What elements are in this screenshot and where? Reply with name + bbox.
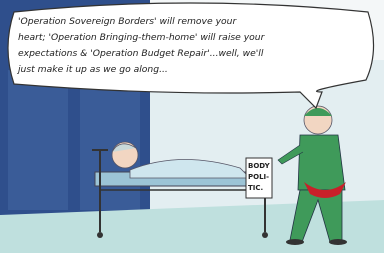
cartoon: BODY POLI- TIC. 'Operation Sovereign Bor… — [0, 0, 384, 253]
speech-line: 'Operation Sovereign Borders' will remov… — [18, 16, 237, 27]
speech-line: just make it up as we go along... — [16, 64, 168, 75]
sign-text: BODY — [248, 162, 271, 170]
door-panel — [8, 70, 68, 210]
speech-line: heart; 'Operation Bringing-them-home' wi… — [18, 32, 266, 43]
sign: BODY POLI- TIC. — [246, 158, 272, 198]
speech-line: expectations & 'Operation Budget Repair'… — [18, 48, 264, 59]
sign-text: POLI- — [248, 173, 269, 181]
sign-text: TIC. — [248, 184, 263, 192]
